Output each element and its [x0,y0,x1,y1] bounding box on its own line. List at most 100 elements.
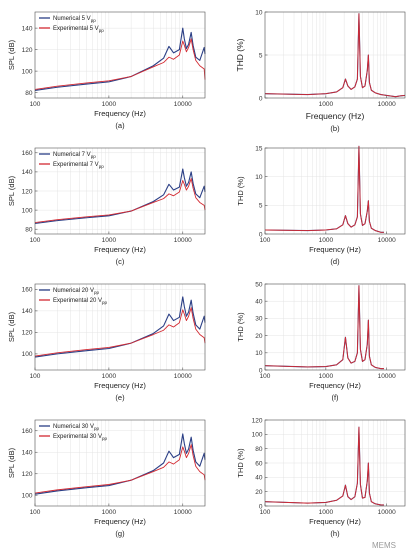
y-tick-label: 140 [22,450,33,457]
y-axis-label: THD (%) [235,38,245,71]
panel-f: 100 1000 10000 0 10 20 30 40 50 Frequency (Hz) THD… [236,281,406,402]
y-tick-label: 100 [252,432,263,439]
x-axis-label: Frequency (Hz) [94,109,146,118]
panel-b: 1000 10000 0 5 10 Frequency (Hz) THD (%) (b) [235,9,406,133]
series-line-numerical [34,296,206,358]
x-tick-label: 10000 [174,373,192,380]
y-tick-label: 140 [22,25,33,32]
panel-caption: (a) [115,121,125,130]
x-tick-label: 100 [260,373,271,380]
y-tick-label: 20 [255,333,263,340]
y-tick-label: 100 [22,493,33,500]
y-tick-label: 80 [25,227,33,234]
watermark-text: MEMS [372,541,396,550]
panel-g: 100 1000 10000 100 120 140 160 Frequency (Hz) SP… [7,419,206,538]
legend-entry: Experimental 20 Vpp [53,298,108,305]
y-tick-label: 30 [255,316,263,323]
y-tick-label: 120 [22,188,33,195]
x-tick-label: 100 [30,237,41,244]
x-tick-label: 10000 [378,237,396,244]
legend-subscript: pp [102,300,108,305]
y-tick-label: 10 [255,174,263,181]
y-tick-label: 0 [259,503,263,510]
y-tick-label: 10 [255,350,263,357]
legend-entry: Numerical 20 Vpp [53,288,100,295]
series-line-numerical [264,426,384,506]
legend-subscript: pp [91,154,97,159]
legend-entry: Experimental 7 Vpp [53,162,104,169]
x-tick-label: 1000 [319,237,334,244]
x-axis-label: Frequency (Hz) [309,381,361,390]
series-line-experimental [264,13,406,98]
panel-caption: (g) [115,529,125,538]
x-tick-label: 1000 [102,373,117,380]
x-tick-label: 1000 [102,101,117,108]
x-axis-label: Frequency (Hz) [309,517,361,526]
plot-frame [34,11,206,99]
y-tick-label: 0 [259,231,263,238]
x-tick-label: 100 [260,509,271,516]
panel-h: 100 1000 10000 0 20 40 60 80 100 120 Frequency (Hz… [236,417,406,538]
x-tick-label: 10000 [174,509,192,516]
x-axis-label: Frequency (Hz) [306,111,365,121]
y-tick-label: 60 [255,460,263,467]
y-tick-label: 0 [259,367,263,374]
x-axis-label: Frequency (Hz) [309,245,361,254]
series-line-numerical [34,27,206,92]
x-tick-label: 10000 [378,509,396,516]
legend-subscript: pp [99,164,105,169]
x-tick-label: 10000 [174,237,192,244]
x-tick-label: 100 [30,101,41,108]
legend-entry: Numerical 5 Vpp [53,16,96,23]
x-tick-label: 1000 [319,373,334,380]
y-tick-label: 15 [255,145,263,152]
y-tick-label: 40 [255,475,263,482]
legend-entry: Experimental 30 Vpp [53,434,108,441]
y-tick-label: 120 [22,330,33,337]
series-line-experimental [264,426,384,506]
y-tick-label: 0 [259,95,263,102]
panel-e: 100 1000 10000 100 120 140 160 Frequency (Hz) SP… [7,283,206,402]
series-line-numerical [34,168,206,225]
panel-c: 100 1000 10000 80 100 120 140 160 Frequency (Hz)… [7,147,206,266]
x-axis-label: Frequency (Hz) [94,245,146,254]
plot-frame [34,283,206,371]
y-tick-label: 120 [252,417,263,424]
x-tick-label: 100 [260,237,271,244]
panel-caption: (e) [115,393,125,402]
y-tick-label: 100 [22,351,33,358]
legend-subscript: pp [94,426,100,431]
x-tick-label: 10000 [378,101,396,108]
panel-d: 100 1000 10000 0 5 10 15 Frequency (Hz) THD (%) (… [236,145,406,266]
series-line-experimental [264,285,384,370]
y-axis-label: SPL (dB) [7,311,16,342]
y-tick-label: 100 [22,68,33,75]
legend-subscript: pp [91,18,97,23]
plot-frame [264,283,406,371]
panel-caption: (h) [330,529,340,538]
y-tick-label: 140 [22,169,33,176]
x-axis-label: Frequency (Hz) [94,517,146,526]
y-axis-label: SPL (dB) [7,447,16,478]
panel-caption: (c) [116,257,125,266]
y-tick-label: 120 [22,471,33,478]
legend-subscript: pp [99,28,105,33]
y-tick-label: 20 [255,489,263,496]
y-tick-label: 5 [259,52,263,59]
x-tick-label: 100 [30,373,41,380]
y-tick-label: 40 [255,299,263,306]
y-tick-label: 80 [25,90,33,97]
legend-entry: Numerical 7 Vpp [53,152,96,159]
series-line-experimental [34,178,206,223]
x-tick-label: 10000 [378,373,396,380]
series-line-numerical [34,433,206,495]
x-axis-label: Frequency (Hz) [94,381,146,390]
y-tick-label: 160 [22,287,33,294]
y-tick-label: 10 [255,9,263,16]
y-axis-label: SPL (dB) [7,39,16,70]
series-line-numerical [264,285,384,370]
x-tick-label: 10000 [174,101,192,108]
y-tick-label: 120 [22,47,33,54]
